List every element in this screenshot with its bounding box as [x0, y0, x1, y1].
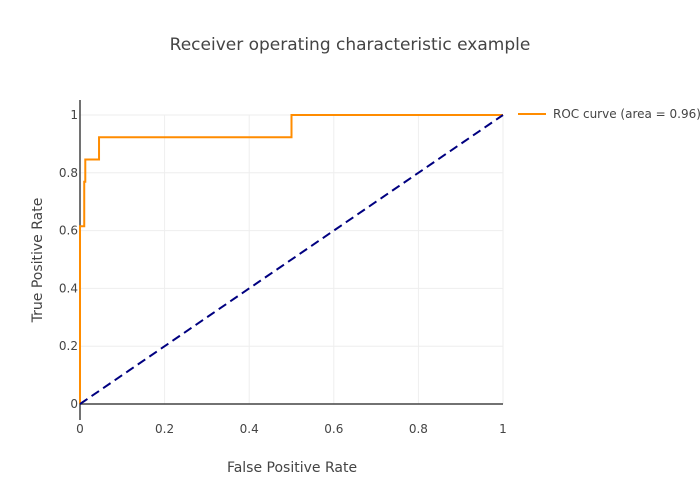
y-tick-label: 0	[70, 397, 78, 411]
x-tick-label: 0.8	[409, 422, 428, 436]
x-tick-label: 0.6	[324, 422, 343, 436]
legend-entry-label: ROC curve (area = 0.96)	[553, 107, 700, 121]
y-tick-label: 0.8	[59, 166, 78, 180]
chance-line	[79, 114, 504, 405]
chart-title: Receiver operating characteristic exampl…	[170, 35, 531, 55]
x-axis-title: False Positive Rate	[227, 460, 357, 476]
y-axis-title: True Positive Rate	[30, 198, 46, 324]
x-tick-label: 0.2	[155, 422, 174, 436]
series	[79, 114, 504, 405]
y-tick-label: 1	[70, 108, 78, 122]
y-tick-label: 0.2	[59, 339, 78, 353]
x-tick-label: 0	[76, 422, 84, 436]
legend: ROC curve (area = 0.96)	[518, 107, 700, 121]
x-tick-label: 1	[499, 422, 507, 436]
x-tick-label: 0.4	[240, 422, 259, 436]
y-tick-label: 0.4	[59, 281, 78, 295]
roc-curve-line	[79, 114, 503, 404]
y-tick-label: 0.6	[59, 224, 78, 238]
tick-labels: 0 0.2 0.4 0.6 0.8 1 0 0.2 0.4 0.6 0.8 1	[59, 108, 507, 436]
